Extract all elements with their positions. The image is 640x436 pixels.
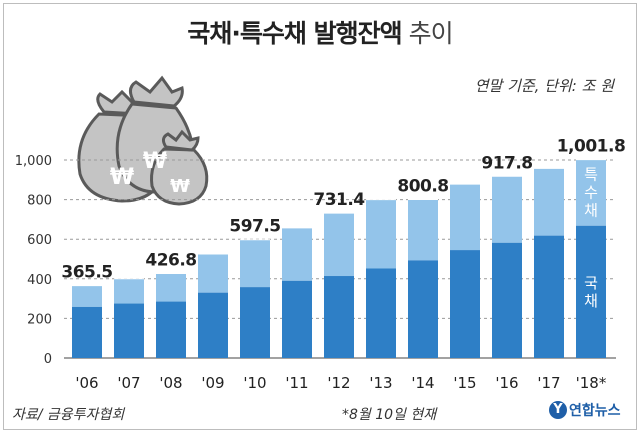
bar-special — [324, 213, 354, 277]
footnote: *8월 10일 현재 — [342, 407, 437, 423]
bar-national — [366, 268, 396, 358]
bar-special — [534, 168, 564, 236]
svg-text:₩: ₩ — [170, 176, 190, 197]
bar-special — [576, 159, 606, 226]
bar-national — [198, 292, 228, 358]
y-tick-label: 400 — [27, 273, 52, 288]
bar-national — [576, 225, 606, 358]
yonhap-logo: Y 연합뉴스 — [549, 400, 621, 420]
y-tick-label: 1,000 — [15, 154, 52, 169]
logo-text: 연합뉴스 — [569, 403, 621, 419]
svg-text:₩: ₩ — [143, 149, 167, 174]
bar-special — [114, 278, 144, 304]
x-tick-label: '18* — [576, 374, 607, 392]
x-tick-label: '15 — [453, 374, 476, 392]
bar-special — [72, 285, 102, 307]
x-axis: '06 '07 '08 '09 '10 '11 '12 '13 '14 '15 '16 '17 '18* — [75, 374, 606, 392]
money-bags-icon — [77, 75, 209, 206]
x-tick-label: '11 — [285, 374, 308, 392]
data-label: 1,001.8 — [557, 137, 626, 157]
x-tick-label: '14 — [411, 374, 434, 392]
data-label: 426.8 — [145, 250, 196, 270]
data-label: 365.5 — [61, 263, 112, 283]
x-tick-label: '13 — [369, 374, 392, 392]
logo-mark: Y — [549, 401, 567, 419]
y-tick-label: 200 — [27, 312, 52, 327]
x-tick-label: '17 — [537, 374, 560, 392]
bar-special — [156, 273, 186, 302]
x-tick-label: '16 — [495, 374, 518, 392]
unit-note: 연말 기준, 단위: 조 원 — [474, 77, 614, 95]
special-bond-label: 채 — [584, 202, 598, 220]
y-tick-label: 0 — [44, 352, 52, 367]
data-label: 917.8 — [481, 153, 532, 173]
bar-national — [72, 306, 102, 358]
special-bond-label: 특 — [584, 166, 598, 184]
x-tick-label: '12 — [327, 374, 350, 392]
data-label: 597.5 — [229, 217, 280, 237]
bar-national — [408, 260, 438, 358]
bar-national — [534, 235, 564, 358]
bar-national — [450, 250, 480, 358]
x-tick-label: '10 — [243, 374, 266, 392]
bar-special — [198, 254, 228, 293]
data-labels: 365.5 426.8 597.5 731.4 800.8 917.8 1,001.8 — [61, 137, 625, 283]
bar-national — [324, 276, 354, 358]
title-main: 국채·특수채 발행잔액 — [187, 19, 402, 48]
y-tick-label: 600 — [27, 233, 52, 248]
title-light: 추이 — [408, 19, 454, 48]
bar-national — [114, 303, 144, 358]
bar-chart: ₩ ₩ ₩ 0 200 400 600 800 1,000 '06 '07 '08 '09 '10… — [15, 75, 626, 392]
national-bond-label: 채 — [584, 292, 598, 310]
infographic: 국채·특수채 발행잔액 추이 연말 기준, 단위: 조 원 ₩ ₩ ₩ 0 200… — [3, 3, 637, 430]
bar-national — [156, 301, 186, 358]
bar-national — [282, 280, 312, 358]
bar-special — [366, 199, 396, 269]
data-label: 800.8 — [397, 176, 448, 196]
special-bond-label: 수 — [584, 184, 598, 202]
bar-national — [492, 242, 522, 358]
y-axis: 0 200 400 600 800 1,000 — [15, 154, 52, 367]
page-title: 국채·특수채 발행잔액 추이 — [4, 14, 636, 50]
won-sign-icons: ₩ ₩ ₩ — [110, 149, 190, 197]
x-tick-label: '09 — [201, 374, 224, 392]
x-tick-label: '08 — [159, 374, 182, 392]
bars — [72, 159, 606, 358]
svg-text:₩: ₩ — [110, 165, 134, 190]
x-tick-label: '07 — [117, 374, 140, 392]
national-bond-label: 국 — [584, 274, 598, 292]
bar-special — [408, 199, 438, 261]
source-credit: 자료/ 금융투자협회 — [12, 407, 125, 423]
data-label: 731.4 — [313, 190, 365, 210]
bar-special — [240, 239, 270, 288]
x-tick-label: '06 — [75, 374, 98, 392]
bar-special — [282, 227, 312, 281]
y-tick-label: 800 — [27, 194, 52, 209]
bar-special — [492, 176, 522, 243]
bar-special — [450, 184, 480, 251]
bar-national — [240, 287, 270, 358]
